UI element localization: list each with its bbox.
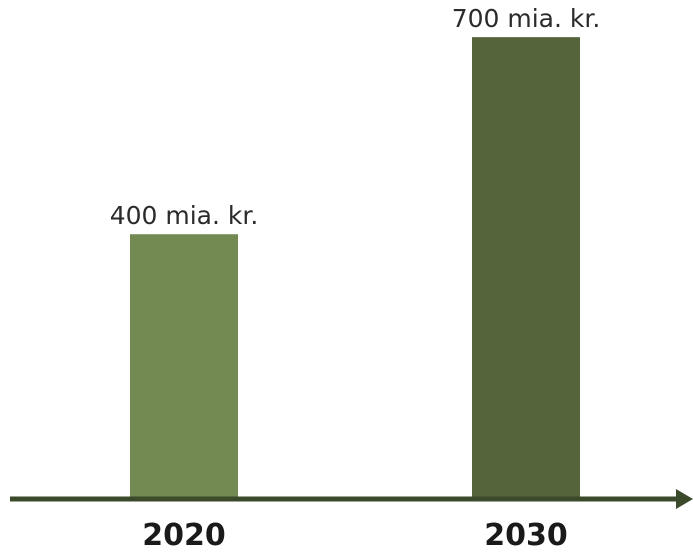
x-tick-label-2030: 2030 (484, 518, 568, 553)
bar-2030 (472, 37, 580, 498)
tick-labels-group: 2020 2030 (142, 518, 568, 553)
x-axis (10, 489, 693, 509)
value-label-2030: 700 mia. kr. (452, 4, 601, 33)
x-axis-arrow-icon (676, 489, 693, 509)
bars-group (130, 37, 580, 498)
bar-2020 (130, 234, 238, 497)
value-label-2020: 400 mia. kr. (110, 201, 259, 230)
value-labels-group: 400 mia. kr. 700 mia. kr. (110, 4, 601, 230)
x-tick-label-2020: 2020 (142, 518, 226, 553)
